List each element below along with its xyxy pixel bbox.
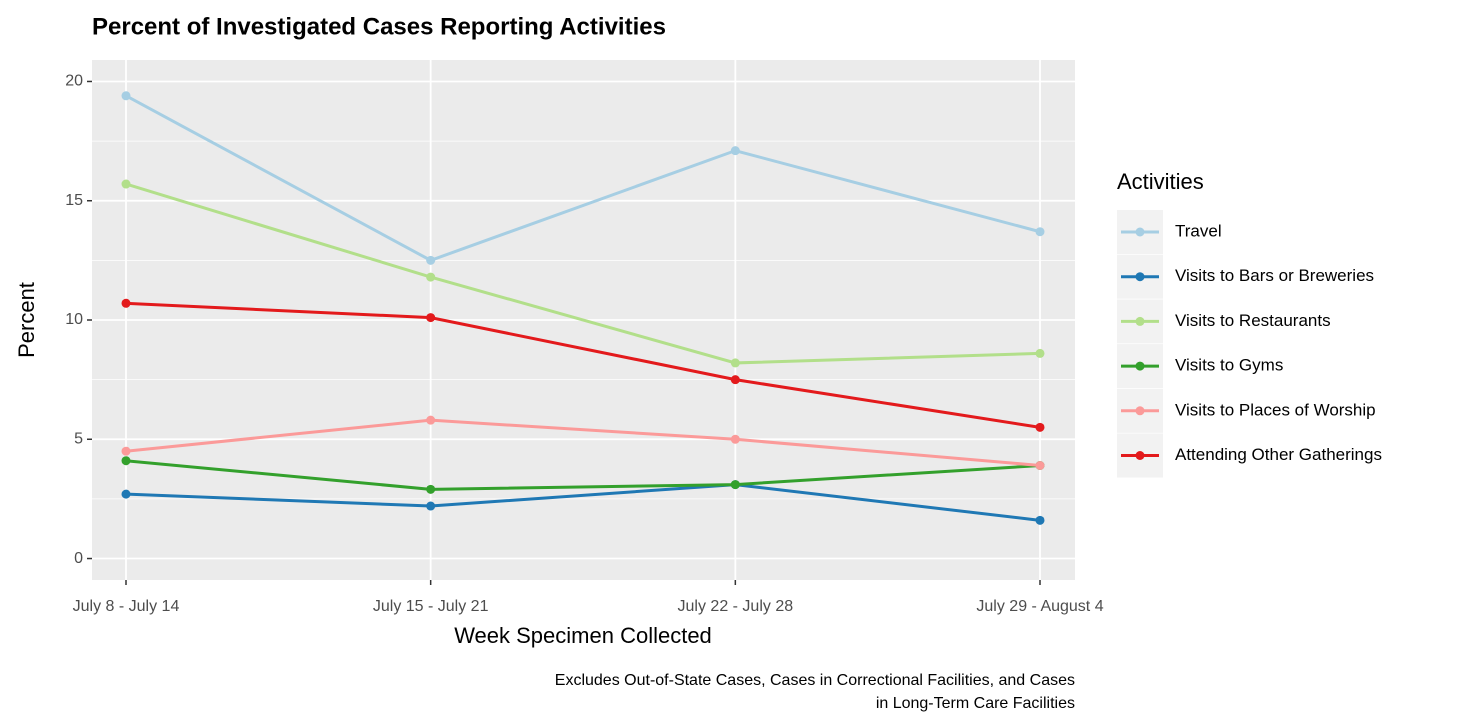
data-point [426,313,436,323]
legend-label: Visits to Places of Worship [1175,400,1376,419]
data-point [730,358,740,368]
data-point [121,91,131,101]
legend-title: Activities [1117,169,1204,194]
series-line [125,418,1041,467]
data-point [1035,348,1045,358]
data-point [121,489,131,499]
data-point [426,484,436,494]
data-point [1035,227,1045,237]
data-point [730,434,740,444]
y-tick-label: 20 [65,73,83,90]
y-tick-label: 15 [65,192,83,209]
legend-label: Visits to Restaurants [1175,311,1331,330]
data-point [426,501,436,511]
data-point [426,272,436,282]
data-point [426,255,436,265]
x-tick-label: July 8 - July 14 [73,598,180,615]
data-point [121,298,131,308]
data-point [1035,422,1045,432]
y-tick-label: 10 [65,311,83,328]
series-line [125,182,1041,365]
series-line [125,459,1041,491]
series-line [125,94,1041,263]
legend-swatch [1135,406,1145,416]
legend-label: Visits to Bars or Breweries [1175,266,1374,285]
caption: in Long-Term Care Facilities [876,695,1075,712]
y-tick-label: 5 [74,430,83,447]
data-point [426,415,436,425]
x-tick-label: July 15 - July 21 [373,598,489,615]
data-point [730,146,740,156]
legend-label: Travel [1175,221,1222,240]
y-tick-label: 0 [74,550,83,567]
data-point [1035,461,1045,471]
data-point [730,375,740,385]
legend-swatch [1135,451,1145,460]
data-point [121,179,131,189]
data-point [730,480,740,490]
data-point [121,456,131,466]
legend-label: Visits to Gyms [1175,356,1283,375]
y-axis-label: Percent [14,282,39,358]
x-tick-label: July 22 - July 28 [678,598,794,615]
x-axis-label: Week Specimen Collected [454,623,712,648]
caption: Excludes Out-of-State Cases, Cases in Co… [555,672,1075,689]
data-point [121,446,131,456]
legend-swatch [1135,361,1145,371]
series-line [125,301,1041,429]
chart-title: Percent of Investigated Cases Reporting … [92,13,666,40]
legend-swatch [1135,227,1145,237]
x-tick-label: July 29 - August 4 [976,598,1103,615]
series-line [125,483,1041,522]
legend-swatch [1135,272,1145,282]
legend-label: Attending Other Gatherings [1175,445,1382,464]
legend-swatch [1135,316,1145,326]
data-point [1035,515,1045,525]
